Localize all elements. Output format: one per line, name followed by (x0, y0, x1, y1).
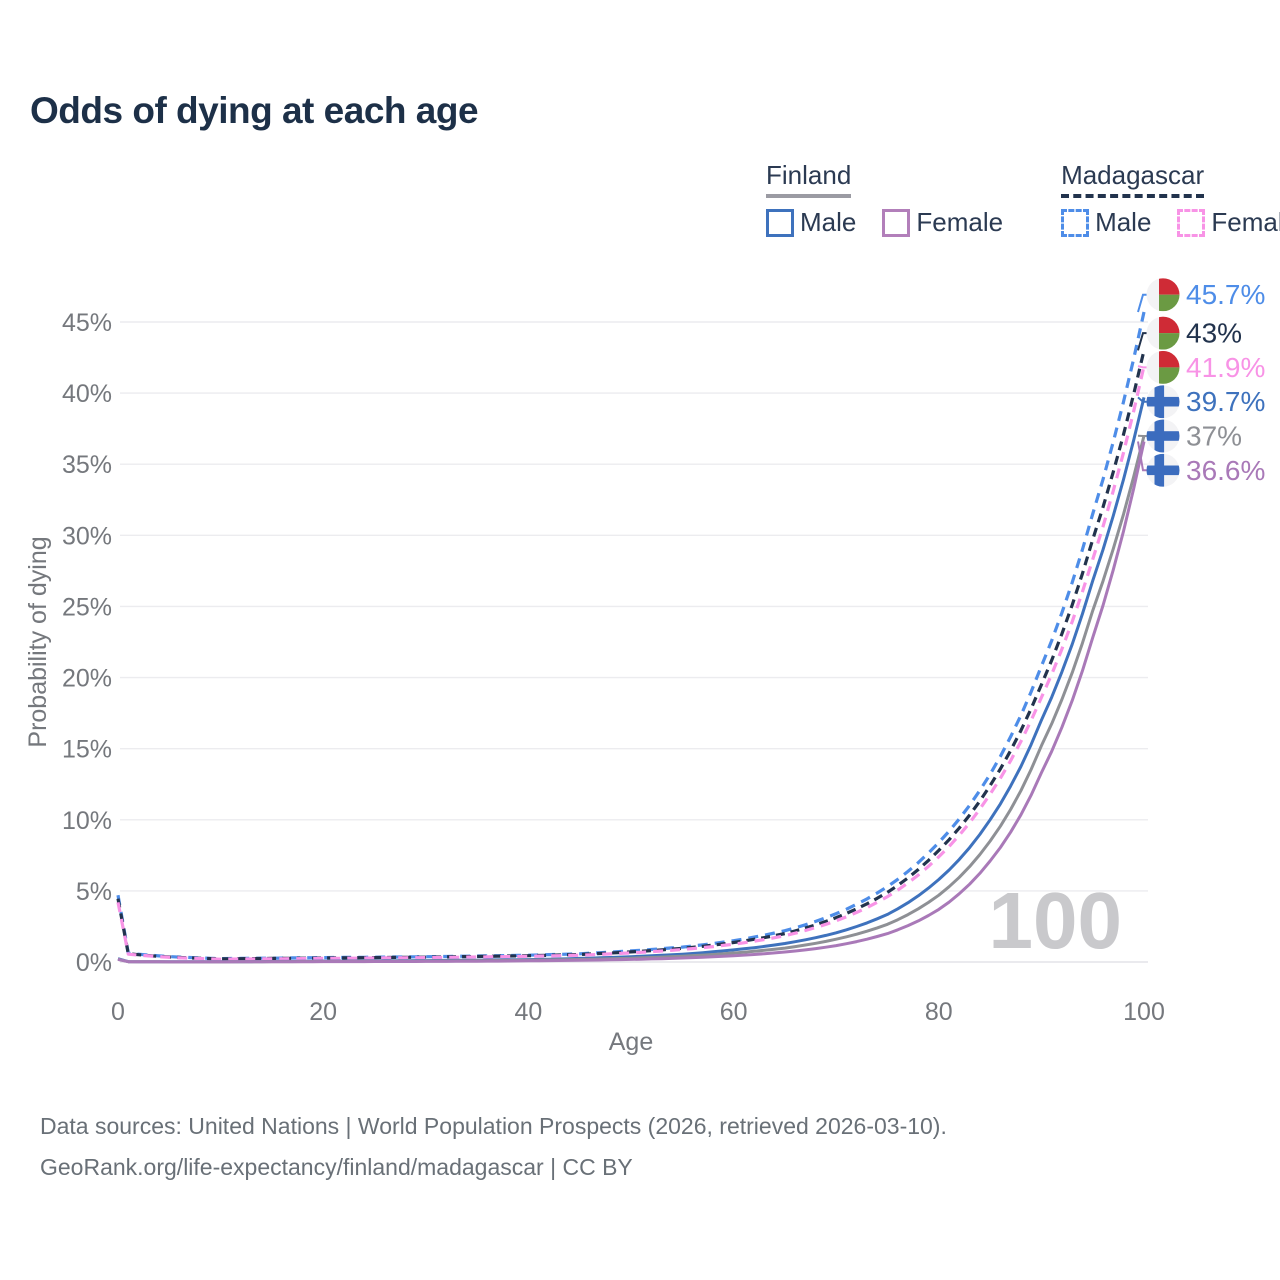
madagascar-male-swatch-icon (1061, 208, 1090, 237)
footer: Data sources: United Nations | World Pop… (40, 1106, 947, 1188)
legend-item-madagascar-male[interactable]: Male (1061, 207, 1151, 238)
flag-finland-icon (1146, 453, 1180, 487)
flag-finland-icon (1146, 419, 1180, 453)
legend-label: Male (800, 207, 857, 237)
flag-finland-icon (1146, 385, 1180, 419)
end-label-leader-line (1137, 365, 1147, 369)
y-tick-label: 15% (62, 736, 112, 764)
y-tick-label: 45% (62, 309, 112, 337)
madagascar-female-swatch-icon (1177, 208, 1206, 237)
series-line-madagascar-both[interactable] (116, 350, 1146, 961)
end-label-leader-line (1137, 332, 1147, 351)
end-label-finland-female[interactable]: 36.6% (1186, 455, 1265, 486)
axis-title-x: Age (609, 1028, 653, 1056)
end-label-madagascar-female[interactable]: 41.9% (1186, 352, 1265, 383)
flag-madagascar-icon (1146, 350, 1180, 384)
x-tick-label: 0 (111, 998, 125, 1026)
x-tick-label: 40 (514, 998, 542, 1026)
axis-title-y: Probability of dying (24, 536, 52, 747)
x-tick-label: 80 (925, 998, 953, 1026)
y-tick-label: 5% (76, 878, 112, 906)
x-tick-label: 60 (720, 998, 748, 1026)
legend-group-finland: Finland Male Female (766, 160, 1003, 238)
end-label-madagascar-both[interactable]: 43% (1186, 318, 1242, 349)
end-label-finland-both[interactable]: 37% (1186, 421, 1242, 452)
watermark-age: 100 (989, 876, 1122, 965)
y-tick-label: 25% (62, 593, 112, 621)
x-tick-label: 20 (309, 998, 337, 1026)
legend: Finland Male Female Madagascar Male (766, 160, 1280, 238)
legend-group-madagascar: Madagascar Male Female (1061, 160, 1280, 238)
y-tick-label: 40% (62, 380, 112, 408)
finland-male-swatch-icon (766, 208, 794, 237)
y-tick-label: 35% (62, 451, 112, 479)
legend-item-finland-female[interactable]: Female (882, 207, 1003, 238)
end-label-leader-line (1137, 441, 1147, 472)
end-label-leader-line (1137, 396, 1147, 403)
legend-label: Female (1211, 207, 1280, 237)
series-line-finland-female[interactable] (117, 441, 1146, 964)
finland-female-swatch-icon (882, 208, 911, 237)
data-sources-line: Data sources: United Nations | World Pop… (40, 1113, 947, 1139)
end-label-leader-line (1137, 293, 1147, 313)
legend-label: Male (1095, 207, 1152, 237)
end-label-madagascar-male[interactable]: 45.7% (1186, 279, 1265, 310)
legend-title-madagascar: Madagascar (1061, 160, 1205, 198)
y-tick-label: 10% (62, 807, 112, 835)
end-label-finland-male[interactable]: 39.7% (1186, 386, 1265, 417)
attribution-line: GeoRank.org/life-expectancy/finland/mada… (40, 1154, 633, 1180)
y-tick-label: 30% (62, 522, 112, 550)
series-line-madagascar-female[interactable] (116, 365, 1146, 961)
x-tick-label: 100 (1123, 998, 1165, 1026)
legend-item-madagascar-female[interactable]: Female (1177, 207, 1280, 238)
y-tick-label: 20% (62, 665, 112, 693)
legend-label: Female (916, 207, 1004, 237)
legend-item-finland-male[interactable]: Male (766, 207, 856, 238)
flag-madagascar-icon (1146, 278, 1180, 312)
y-tick-label: 0% (76, 949, 112, 977)
flag-madagascar-icon (1146, 316, 1180, 350)
legend-title-finland: Finland (766, 160, 852, 198)
page-title: Odds of dying at each age (30, 90, 479, 131)
